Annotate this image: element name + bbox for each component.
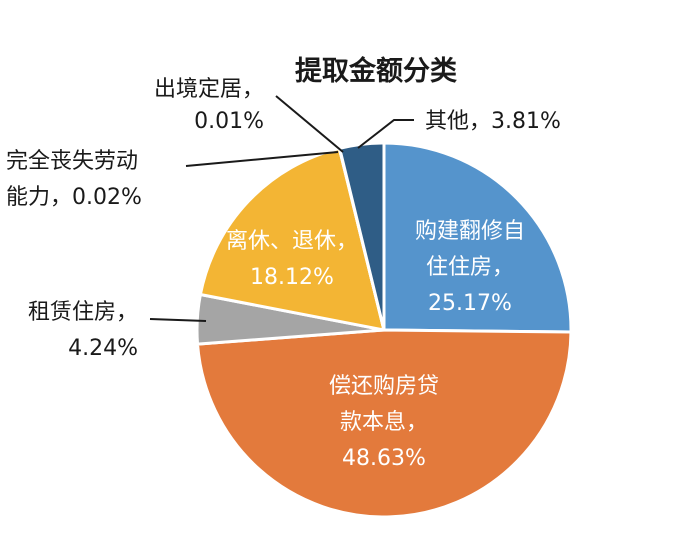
slice-label-line: 18.12%	[250, 265, 334, 290]
leader-lines	[149, 95, 414, 322]
pie-slices	[195, 141, 573, 519]
slice-label-line: 偿还购房贷	[329, 374, 439, 399]
slice-label-4: 完全丧失劳动能力，0.02%	[6, 149, 142, 210]
slice-label-line: 0.01%	[194, 109, 264, 134]
slice-label-line: 完全丧失劳动	[6, 149, 138, 174]
slice-label-line: 款本息，	[340, 410, 428, 435]
slice-label-line: 其他，3.81%	[425, 109, 561, 134]
slice-label-line: 25.17%	[428, 291, 512, 316]
slice-label-2: 租赁住房， 4.24%	[28, 300, 138, 361]
slice-label-line: 住住房，	[426, 255, 514, 280]
leader-line-5	[275, 95, 344, 153]
leader-line-6	[357, 119, 414, 149]
chart-title: 提取金额分类	[295, 55, 457, 87]
slice-label-line: 出境定居，	[154, 77, 264, 102]
pie-slice-0	[382, 141, 573, 334]
slice-labels: 购建翻修自住住房， 25.17% 偿还购房贷款本息， 48.63% 租赁住房， 4.24%…	[6, 77, 561, 471]
slice-label-6: 其他，3.81%	[425, 109, 561, 134]
slice-label-line: 离休、退休，	[226, 229, 358, 254]
leader-line-4	[185, 151, 339, 167]
leader-line-2	[149, 318, 207, 322]
pie-slice-1	[196, 328, 573, 519]
slice-label-line: 租赁住房，	[28, 300, 138, 325]
slice-label-line: 48.63%	[342, 446, 426, 471]
slice-label-3: 离休、退休， 18.12%	[226, 229, 358, 290]
slice-label-line: 购建翻修自	[415, 219, 525, 244]
slice-label-0: 购建翻修自住住房， 25.17%	[415, 219, 525, 316]
slice-label-line: 4.24%	[68, 336, 138, 361]
slice-label-1: 偿还购房贷款本息， 48.63%	[329, 374, 439, 471]
slice-label-line: 能力，0.02%	[6, 185, 142, 210]
slice-label-5: 出境定居， 0.01%	[154, 77, 264, 134]
